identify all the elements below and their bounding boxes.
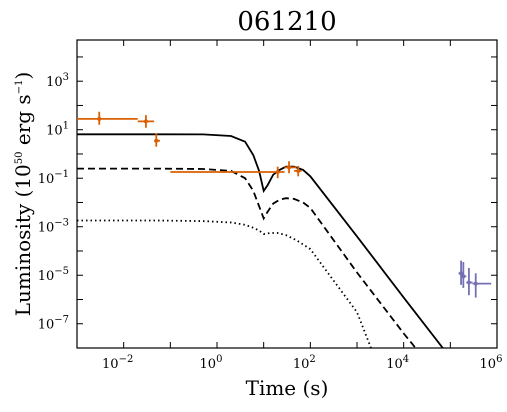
y-axis-label-unit: erg s	[11, 94, 35, 151]
data-point	[137, 115, 155, 128]
y-axis-label: Luminosity (1050 erg s−1)	[11, 72, 35, 317]
y-tick-label: 10−7	[38, 315, 69, 333]
y-axis-label-close: )	[11, 72, 35, 80]
data-point	[472, 273, 492, 298]
y-axis-label-unit-exp: −1	[14, 80, 25, 95]
axis-ticks: 10−2 100 102 104 106 10−7 10−5 10−3 10−1 101 103	[38, 40, 503, 372]
observation-points	[77, 111, 492, 298]
data-point	[170, 166, 285, 179]
chart-title: 061210	[237, 7, 336, 37]
x-tick-label: 102	[293, 354, 316, 372]
y-tick-label: 10−1	[38, 169, 69, 187]
x-tick-label: 104	[386, 354, 409, 372]
data-marker	[466, 280, 471, 285]
x-axis-label: Time (s)	[246, 376, 329, 400]
data-marker	[296, 168, 301, 173]
data-marker	[275, 170, 280, 175]
y-tick-label: 10−5	[38, 266, 69, 284]
plot-frame	[76, 39, 498, 349]
data-point	[77, 111, 138, 125]
data-point	[294, 165, 302, 177]
data-point	[154, 133, 160, 147]
data-marker	[97, 116, 102, 121]
plot-area: 10−2 100 102 104 106 10−7 10−5 10−3 10−1 101 103	[38, 39, 503, 372]
y-axis-label-main: Luminosity (10	[11, 164, 35, 316]
data-marker	[287, 165, 292, 170]
model-curves	[77, 133, 444, 348]
model-curve-solid	[77, 133, 444, 348]
data-marker	[473, 281, 478, 286]
model-curve-dashed	[77, 167, 417, 348]
y-axis-label-exp: 50	[14, 151, 25, 164]
y-tick-label: 103	[46, 72, 69, 90]
data-point	[461, 262, 467, 288]
y-tick-label: 10−3	[38, 218, 69, 236]
y-tick-label: 101	[46, 121, 69, 139]
data-marker	[461, 274, 466, 279]
data-point	[466, 267, 473, 296]
x-tick-label: 10−2	[102, 354, 133, 372]
data-marker	[459, 271, 464, 276]
data-point	[284, 161, 297, 174]
x-tick-label: 100	[200, 354, 223, 372]
model-curve-dotted	[77, 219, 372, 348]
data-marker	[143, 119, 148, 124]
x-tick-label: 106	[480, 354, 503, 372]
data-marker	[154, 138, 159, 143]
